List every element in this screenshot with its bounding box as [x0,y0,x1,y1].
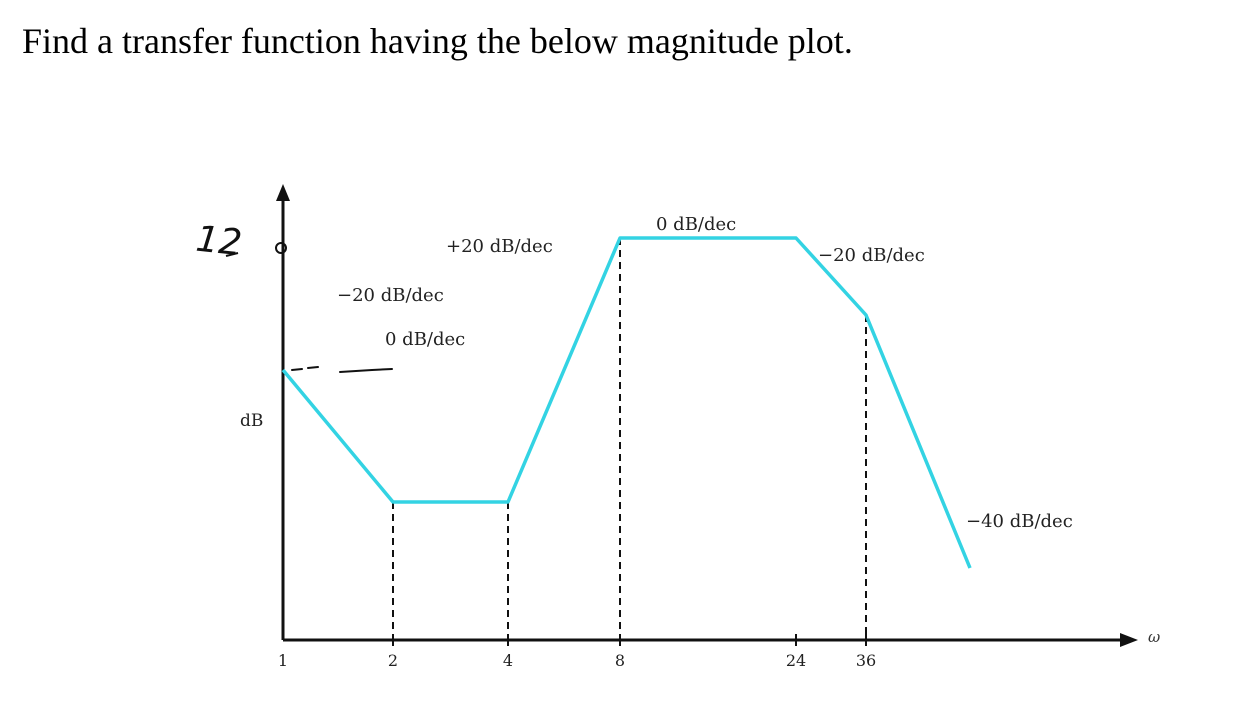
slope-label-2: 0 dB/dec [385,329,465,350]
x-tick-labels: 1 2 4 8 24 36 [278,634,876,670]
x-tick-label-1: 1 [278,651,288,670]
x-tick-label-2: 2 [388,651,398,670]
x-axis-label: ω [1148,628,1160,646]
x-tick-label-36: 36 [856,651,876,670]
x-tick-label-24: 24 [786,651,806,670]
handwritten-value: 12 [194,219,244,265]
magnitude-curve [281,236,972,569]
vertical-guides [392,238,867,640]
x-tick-label-4: 4 [503,651,513,670]
x-axis-arrow [1120,633,1138,647]
y-axis-label: dB [240,411,263,431]
handwritten-dash [225,252,239,257]
slope-label-4: 0 dB/dec [656,214,736,235]
slope-label-3: +20 dB/dec [446,236,553,257]
x-tick-label-8: 8 [615,651,625,670]
y-axis-arrow [276,184,290,201]
question-text: Find a transfer function having the belo… [22,21,853,61]
slope-label-5: −20 dB/dec [818,245,925,266]
handwritten-dashed-guide [291,366,393,373]
slope-label-6: −40 dB/dec [966,511,1073,532]
handwritten-dot [275,242,287,254]
slope-label-1: −20 dB/dec [337,285,444,306]
